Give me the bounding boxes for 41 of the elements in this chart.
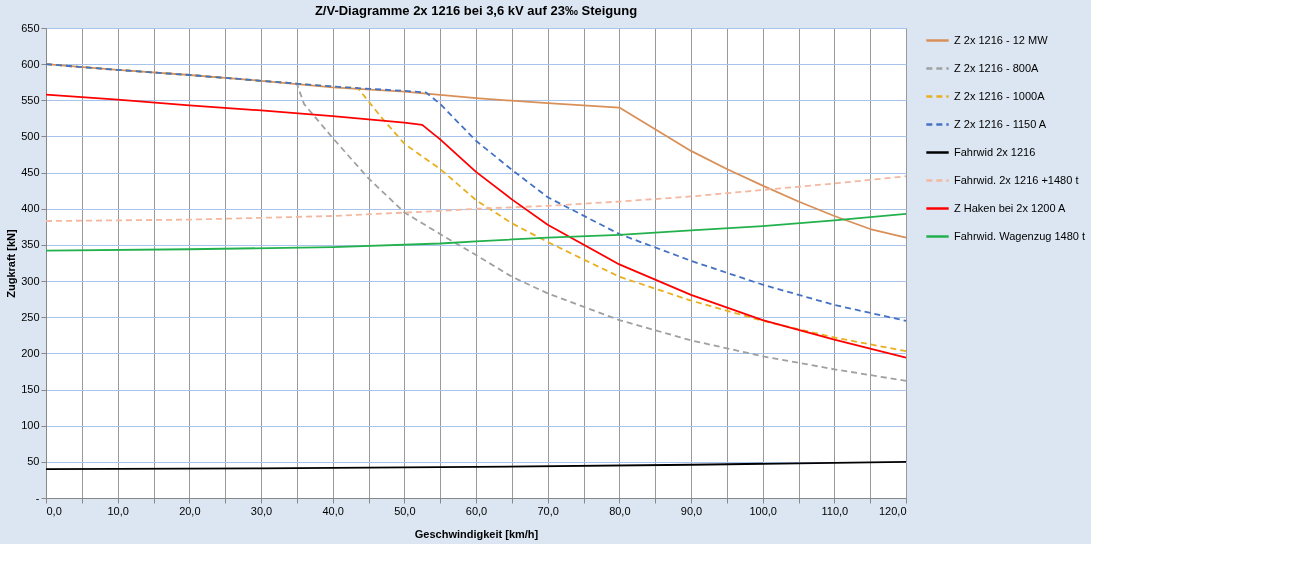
y-tick-label: 650 — [21, 21, 40, 34]
x-tick-label: 110,0 — [821, 504, 849, 517]
y-tick-label: 250 — [21, 310, 40, 323]
y-tick-label: 350 — [21, 238, 40, 251]
x-tick-label: 10,0 — [107, 504, 129, 517]
x-tick-label: 70,0 — [537, 504, 559, 517]
y-axis-title: Zugkraft [kN] — [5, 228, 18, 298]
y-tick-label: 550 — [21, 93, 40, 106]
legend-label: Fahrwid 2x 1216 — [954, 145, 1036, 158]
legend-label: Z 2x 1216 - 1000A — [954, 89, 1046, 102]
y-tick-label: 500 — [21, 129, 40, 142]
y-tick-label: 400 — [21, 202, 40, 215]
x-tick-label: 90,0 — [680, 504, 703, 517]
x-axis-title: Geschwindigkeit [km/h] — [414, 527, 539, 540]
x-tick-label: 50,0 — [394, 504, 416, 517]
line-series — [45, 460, 907, 470]
legend-label: Z 2x 1216 - 800A — [954, 61, 1040, 74]
legend-label: Z 2x 1216 - 12 MW — [954, 33, 1049, 46]
x-tick-label: 0,0 — [46, 504, 62, 517]
y-tick-label: 50 — [27, 455, 40, 468]
x-tick-label: 80,0 — [609, 504, 631, 517]
y-tick-label: 600 — [21, 57, 40, 70]
x-tick-label: 120,0 — [878, 504, 907, 517]
y-tick-label: - — [35, 491, 40, 504]
line-series — [45, 175, 907, 222]
y-tick-label: 150 — [21, 383, 40, 396]
y-tick-label: 300 — [21, 274, 40, 287]
y-tick-label: 100 — [21, 419, 40, 432]
x-tick-label: 40,0 — [322, 504, 344, 517]
legend-label: Z Haken bei 2x 1200 A — [954, 201, 1066, 214]
x-tick-label: 20,0 — [179, 504, 201, 517]
legend-label: Z 2x 1216 - 1150 A — [954, 117, 1047, 130]
legend-label: Fahrwid. Wagenzug 1480 t — [954, 229, 1086, 242]
y-tick-label: 450 — [21, 166, 40, 179]
legend-label: Fahrwid. 2x 1216 +1480 t — [954, 173, 1079, 186]
y-tick-label: 200 — [21, 346, 40, 359]
x-tick-label: 30,0 — [250, 504, 273, 517]
chart-title: Z/V-Diagramme 2x 1216 bei 3,6 kV auf 23‰ Steigung — [314, 3, 638, 18]
x-tick-label: 60,0 — [465, 504, 488, 517]
line-series — [45, 212, 907, 252]
x-tick-label: 100,0 — [749, 504, 777, 517]
